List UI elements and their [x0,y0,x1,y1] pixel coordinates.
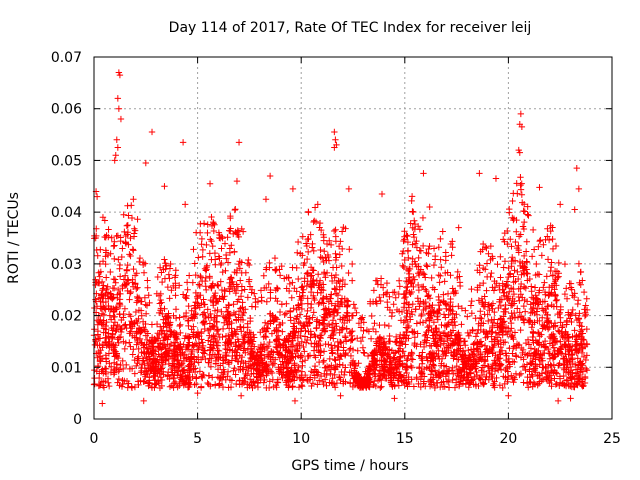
x-tick-label: 5 [193,431,202,447]
x-tick-label: 25 [603,431,621,447]
data-points [90,69,591,407]
y-tick-label: 0.07 [51,50,82,66]
y-tick-label: 0.03 [51,257,82,273]
y-axis-ticks: 0 0.01 0.02 0.03 0.04 0.05 0.06 0.07 [51,50,612,428]
plot-frame [93,56,613,420]
x-axis-ticks: 0 5 10 15 20 25 [90,57,621,447]
y-tick-label: 0.06 [51,102,82,118]
y-tick-label: 0.04 [51,205,82,221]
x-tick-label: 15 [396,431,414,447]
chart-title: Day 114 of 2017, Rate Of TEC Index for r… [169,20,532,36]
x-axis-label: GPS time / hours [291,458,408,474]
x-tick-label: 10 [292,431,310,447]
y-tick-label: 0.02 [51,309,82,325]
data-point-marks [90,69,591,407]
y-tick-label: 0.01 [51,360,82,376]
y-tick-label: 0.05 [51,153,82,169]
x-tick-label: 0 [90,431,99,447]
y-tick-label: 0 [73,412,82,428]
y-axis-label: ROTI / TECUs [6,192,22,284]
x-tick-label: 20 [499,431,517,447]
